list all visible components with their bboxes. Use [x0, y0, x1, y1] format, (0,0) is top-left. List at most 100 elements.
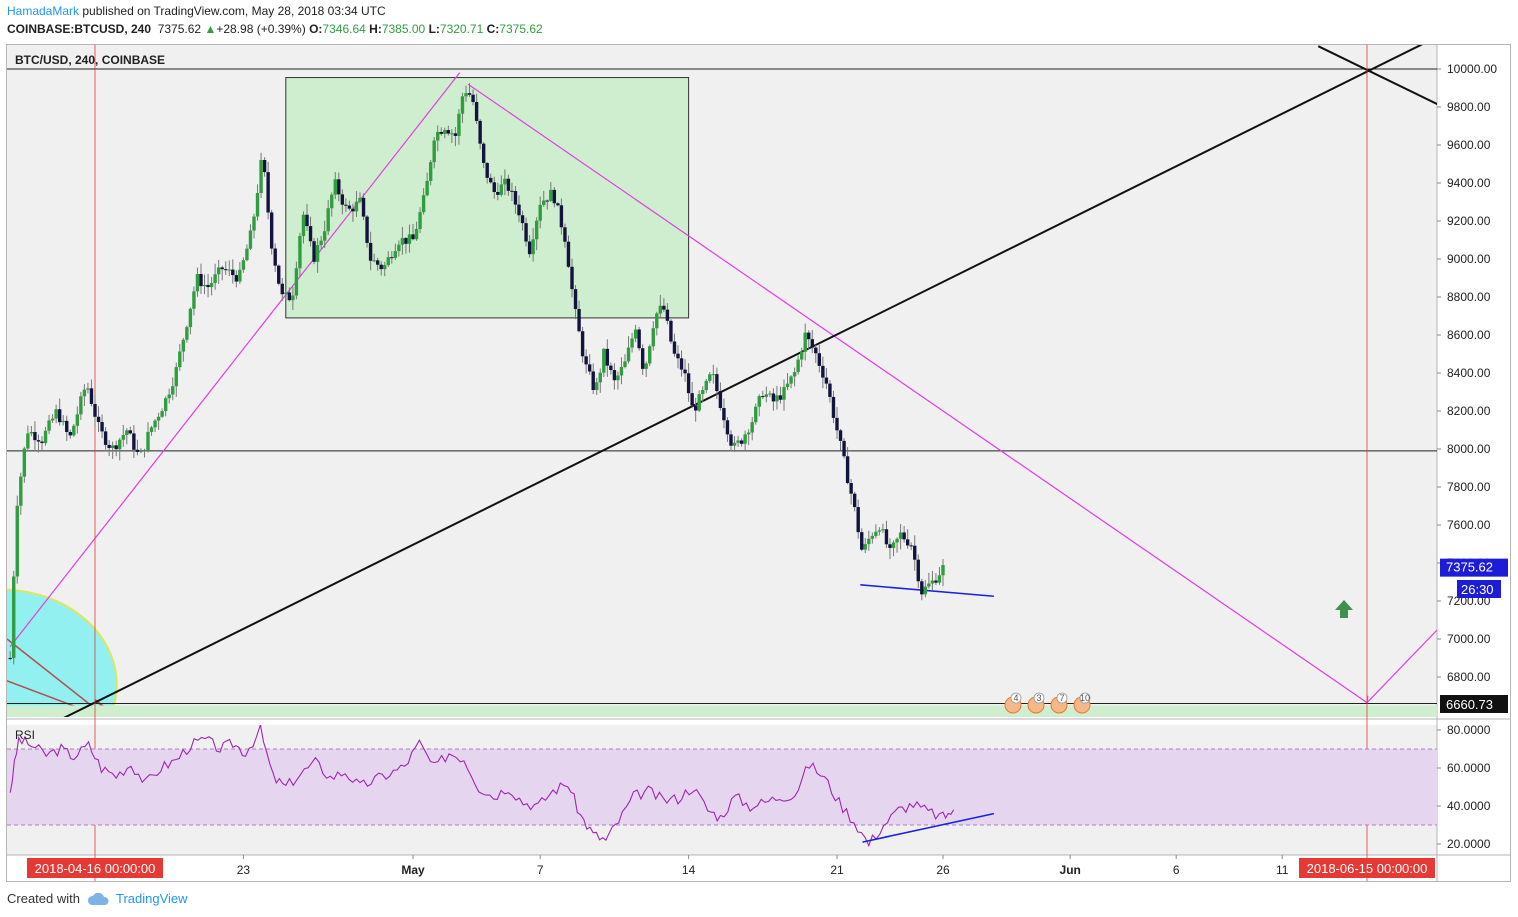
candle-down	[8, 658, 12, 659]
candle-down	[280, 283, 284, 295]
event-count-bubble	[1079, 692, 1091, 704]
price-tick-label: 10000.00	[1447, 62, 1497, 76]
magenta-trendline-1	[467, 83, 1368, 704]
candle-up	[619, 366, 624, 376]
candle-down	[96, 416, 101, 423]
candle-down	[570, 266, 574, 290]
candle-up	[407, 234, 412, 244]
candle-down	[761, 396, 765, 398]
candle-up	[923, 586, 928, 595]
candle-down	[584, 356, 588, 365]
candle-down	[729, 434, 733, 446]
candle-down	[771, 393, 776, 402]
candle-up	[19, 476, 23, 506]
candle-down	[128, 430, 133, 434]
candle-down	[577, 308, 581, 332]
candle-up	[121, 435, 125, 440]
price-tick-label: 9000.00	[1447, 252, 1491, 266]
candle-up	[86, 388, 90, 390]
candle-down	[33, 432, 37, 441]
event-count-bubble	[1033, 692, 1045, 704]
last-price-tag: 7375.62	[1446, 560, 1493, 575]
candle-down	[905, 539, 910, 546]
price-tick-label: 7600.00	[1447, 518, 1491, 532]
candle-down	[496, 192, 500, 195]
candle-up	[181, 339, 186, 352]
candle-up	[149, 427, 154, 432]
candle-up	[43, 430, 48, 444]
candle-up	[61, 420, 65, 423]
candle-down	[337, 179, 341, 195]
candle-up	[782, 387, 786, 400]
candle-down	[807, 332, 811, 340]
candle-down	[591, 371, 595, 391]
candle-down	[817, 353, 822, 366]
rsi-band-fill	[7, 749, 1437, 825]
candle-up	[792, 372, 797, 377]
candle-up	[75, 414, 80, 426]
candle-up	[450, 133, 454, 135]
candle-up	[743, 434, 747, 444]
candle-up	[595, 382, 599, 391]
countdown-box	[1457, 580, 1501, 598]
candle-down	[824, 377, 829, 384]
candle-up	[503, 178, 507, 185]
candle-down	[478, 120, 482, 144]
candle-up	[775, 395, 779, 402]
candle-down	[513, 191, 518, 205]
candle-down	[471, 94, 475, 102]
candle-up	[701, 390, 705, 395]
candle-up	[315, 245, 320, 262]
candle-up	[898, 532, 903, 539]
candle-down	[340, 194, 345, 205]
candle-up	[534, 220, 539, 240]
low-label: L:	[428, 22, 440, 36]
candle-down	[552, 189, 557, 204]
time-tick-label: 6	[1173, 863, 1180, 877]
candle-down	[814, 347, 818, 354]
candle-up	[633, 329, 638, 339]
candle-down	[690, 393, 694, 406]
candle-up	[386, 257, 390, 265]
candle-up	[630, 338, 634, 348]
last-price: 7375.62	[157, 22, 202, 36]
candle-down	[489, 177, 493, 183]
candle-up	[704, 380, 708, 391]
event-count-1: 3	[1036, 693, 1041, 703]
candle-down	[404, 238, 408, 244]
candle-up	[711, 374, 716, 376]
candle-up	[216, 267, 221, 275]
candle-down	[287, 292, 292, 301]
candle-down	[510, 190, 514, 192]
author-link[interactable]: HamadaMark	[7, 4, 80, 18]
rsi-tick-label: 20.0000	[1447, 837, 1491, 851]
event-count-0: 4	[1013, 693, 1018, 703]
level-tag: 6660.73	[1446, 697, 1493, 712]
candle-up	[708, 374, 712, 381]
tradingview-link[interactable]: TradingView	[115, 891, 188, 906]
candle-down	[206, 284, 210, 288]
candle-up	[428, 162, 433, 181]
candle-up	[301, 214, 306, 237]
candle-down	[527, 241, 532, 255]
candle-up	[333, 179, 337, 195]
candle-up	[651, 328, 655, 347]
candle-down	[566, 241, 571, 267]
candle-up	[255, 193, 260, 217]
candle-down	[902, 532, 906, 540]
candle-up	[626, 347, 631, 362]
candle-up	[125, 430, 129, 436]
candle-up	[867, 538, 871, 545]
candle-up	[163, 398, 168, 412]
candle-up	[326, 208, 330, 232]
candle-down	[439, 131, 443, 134]
candle-down	[810, 339, 814, 348]
candle-down	[379, 264, 383, 270]
candle-down	[852, 493, 857, 508]
publish-text: published on TradingView.com, May 28, 20…	[82, 4, 386, 18]
candle-up	[538, 204, 542, 221]
candle-down	[351, 208, 355, 212]
candle-down	[308, 226, 313, 242]
candle-up	[602, 348, 606, 373]
